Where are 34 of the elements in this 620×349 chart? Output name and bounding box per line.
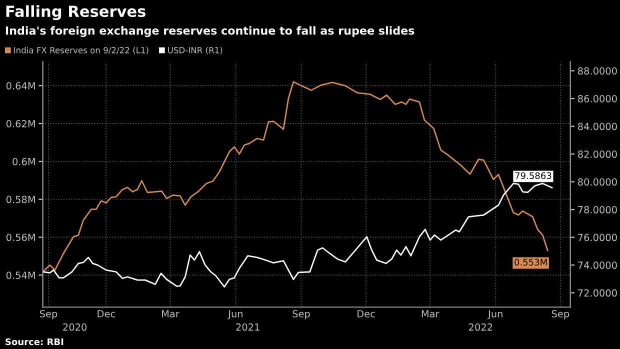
x-tick-label: Dec [358, 310, 375, 318]
x-tick-label: Sep [40, 310, 58, 320]
y2-tick-label: 80.0000 [578, 178, 617, 186]
data-label: 0.553M [514, 258, 547, 266]
y-tick-label: 0.54M [6, 272, 35, 279]
x2-tick-label: 2021 [236, 323, 260, 331]
legend-label: USD-INR (R1) [168, 46, 222, 54]
chart-subtitle: India's foreign exchange reserves continue to fall as rupee slides [6, 26, 414, 38]
x2-tick-label: 2022 [469, 323, 492, 331]
x2-tick-label: 2020 [63, 323, 87, 331]
y-tick-label: 0.62M [6, 120, 35, 128]
y-tick-label: 0.6M [12, 158, 35, 166]
y2-tick-label: 76.0000 [578, 234, 617, 242]
y2-tick-label: 86.0000 [578, 95, 617, 102]
x-tick-label: Jun [228, 310, 243, 320]
x-tick-label: Jun [488, 310, 502, 320]
x-tick-label: Mar [162, 310, 180, 318]
y-tick-label: 0.58M [6, 196, 35, 204]
y2-tick-label: 72.0000 [578, 289, 617, 297]
data-label: 79.5863 [515, 172, 552, 180]
x-tick-label: Sep [292, 310, 310, 320]
y2-tick-label: 88.0000 [578, 67, 617, 75]
x-tick-label: Dec [98, 310, 115, 318]
y2-tick-label: 82.0000 [578, 150, 617, 158]
x-tick-label: Sep [552, 310, 570, 320]
y2-tick-label: 78.0000 [578, 206, 617, 214]
y-tick-label: 0.64M [6, 82, 35, 90]
chart-title: Falling Reserves [6, 5, 146, 20]
legend-label: India FX Reserves on 9/2/22 (L1) [14, 46, 148, 54]
x-tick-label: Mar [422, 310, 440, 318]
y2-tick-label: 84.0000 [578, 122, 617, 130]
source-note: Source: RBI [6, 338, 64, 346]
y2-tick-label: 74.0000 [578, 262, 617, 269]
y-tick-label: 0.56M [6, 234, 35, 242]
